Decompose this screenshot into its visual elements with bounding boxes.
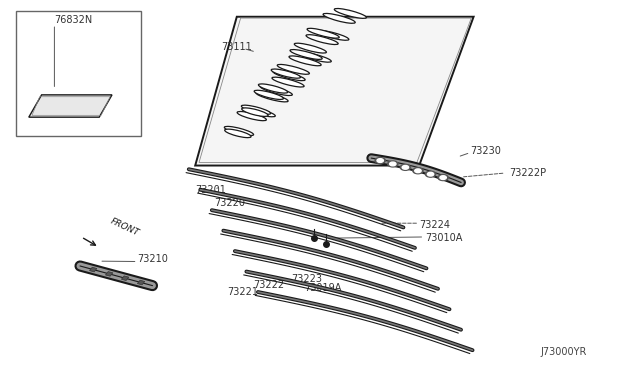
- Ellipse shape: [299, 52, 332, 62]
- Polygon shape: [29, 95, 112, 117]
- Ellipse shape: [271, 69, 300, 78]
- Ellipse shape: [242, 108, 268, 116]
- Ellipse shape: [334, 9, 367, 18]
- Text: 76832N: 76832N: [54, 16, 93, 25]
- Ellipse shape: [243, 107, 275, 117]
- Ellipse shape: [225, 129, 251, 138]
- Circle shape: [377, 159, 383, 163]
- Ellipse shape: [289, 56, 321, 66]
- Circle shape: [415, 169, 421, 173]
- Circle shape: [438, 174, 448, 180]
- Ellipse shape: [277, 64, 309, 74]
- Polygon shape: [122, 276, 129, 280]
- Circle shape: [428, 172, 434, 176]
- Circle shape: [390, 162, 396, 166]
- Polygon shape: [195, 17, 474, 166]
- Circle shape: [400, 164, 410, 170]
- Ellipse shape: [290, 49, 322, 60]
- Text: FRONT: FRONT: [109, 217, 140, 238]
- Text: 73230: 73230: [470, 146, 501, 155]
- Ellipse shape: [294, 43, 326, 53]
- Ellipse shape: [260, 86, 292, 96]
- Circle shape: [402, 166, 408, 169]
- Text: 73221: 73221: [227, 287, 258, 297]
- Circle shape: [426, 171, 436, 177]
- Ellipse shape: [317, 31, 349, 40]
- Text: 73223: 73223: [291, 274, 322, 284]
- Text: 73224: 73224: [419, 220, 450, 230]
- Ellipse shape: [273, 71, 305, 81]
- Text: J73000YR: J73000YR: [541, 347, 587, 356]
- Text: 73210: 73210: [138, 254, 168, 263]
- Ellipse shape: [254, 90, 284, 99]
- Polygon shape: [138, 280, 145, 285]
- Bar: [16, 11, 141, 136]
- Text: 73010A: 73010A: [426, 233, 463, 243]
- Polygon shape: [106, 272, 113, 276]
- Ellipse shape: [272, 77, 304, 87]
- Text: 73220: 73220: [214, 198, 245, 208]
- Ellipse shape: [225, 126, 253, 135]
- Circle shape: [375, 158, 385, 164]
- Ellipse shape: [259, 84, 287, 93]
- Ellipse shape: [237, 112, 266, 121]
- Ellipse shape: [241, 105, 271, 114]
- Circle shape: [388, 161, 398, 167]
- Ellipse shape: [307, 28, 339, 38]
- Circle shape: [440, 176, 446, 179]
- Text: 73222P: 73222P: [509, 168, 546, 178]
- Text: 73201: 73201: [195, 185, 226, 195]
- Text: 73019A: 73019A: [304, 283, 341, 293]
- Ellipse shape: [256, 92, 288, 102]
- Polygon shape: [90, 267, 97, 272]
- Ellipse shape: [323, 13, 355, 23]
- Text: 73111: 73111: [221, 42, 252, 51]
- Circle shape: [413, 168, 423, 174]
- Text: 73222: 73222: [253, 280, 284, 289]
- Ellipse shape: [306, 35, 338, 45]
